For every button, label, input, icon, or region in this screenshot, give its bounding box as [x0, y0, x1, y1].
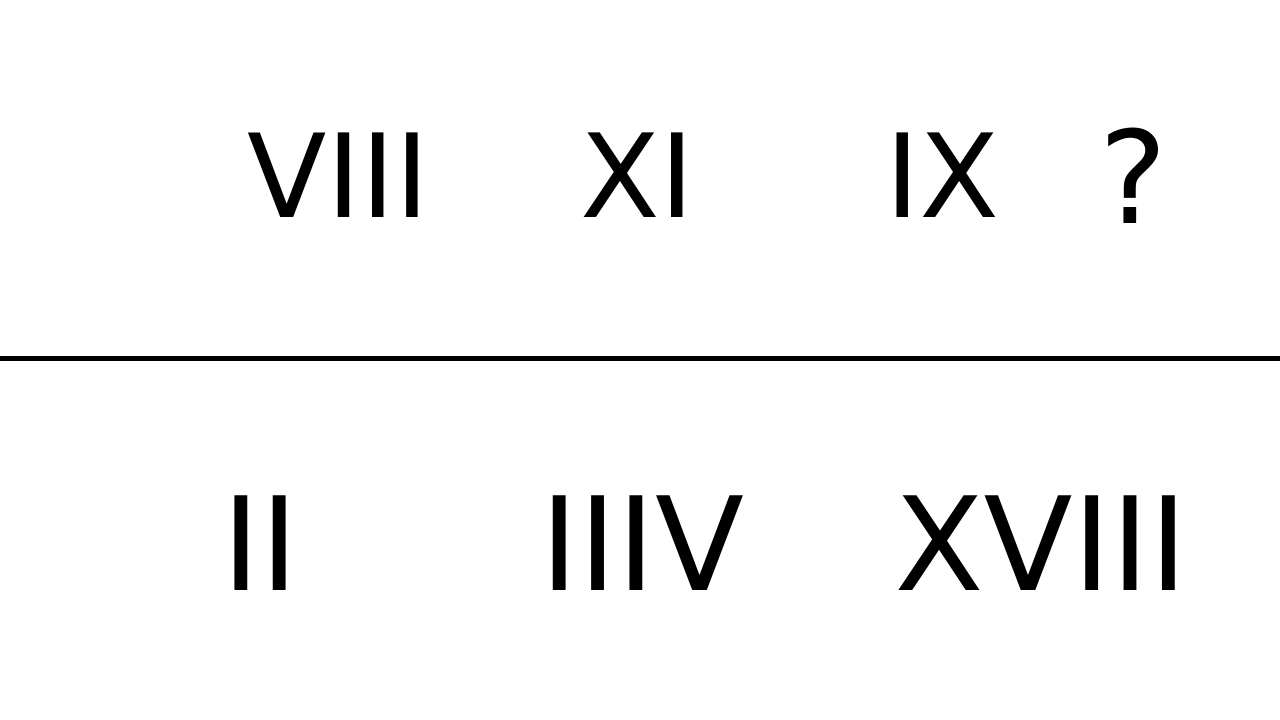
question-term-1: VIII	[247, 110, 429, 245]
question-mark: ?	[1099, 105, 1167, 254]
option-3[interactable]: XVIII	[894, 469, 1188, 621]
option-2[interactable]: IIIV	[540, 469, 744, 621]
question-term-2: XI	[580, 110, 694, 245]
question-term-3: IX	[885, 110, 999, 245]
divider-line	[0, 356, 1280, 361]
option-1[interactable]: II	[221, 469, 299, 621]
